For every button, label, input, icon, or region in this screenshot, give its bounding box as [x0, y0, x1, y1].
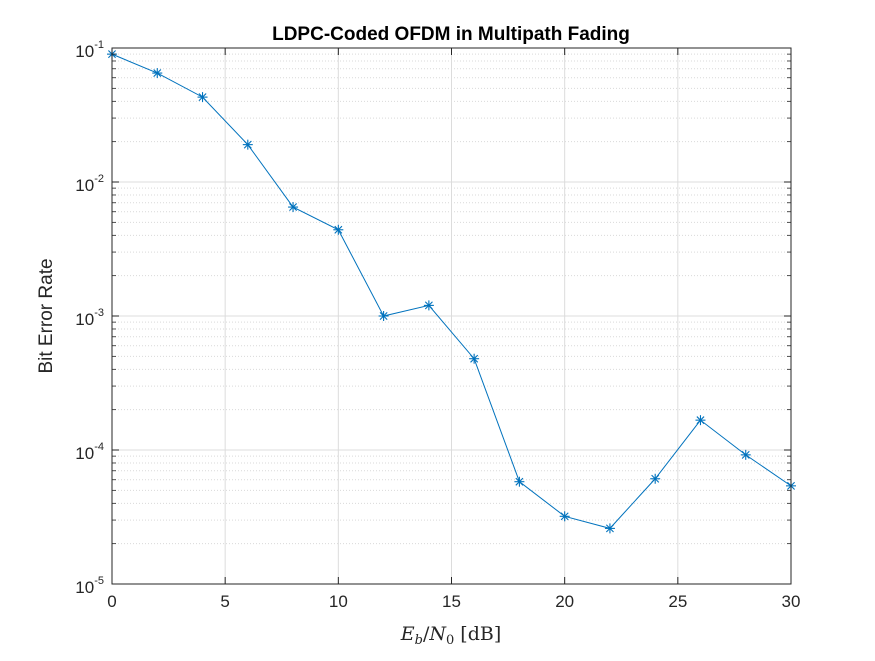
marker-stroke [379, 312, 388, 320]
marker-stroke [198, 93, 207, 102]
x-label-sub1: b [415, 633, 423, 648]
data-point-marker [423, 300, 434, 311]
y-axis-label: Bit Error Rate [36, 258, 57, 373]
marker-stroke [515, 477, 524, 486]
data-point-marker [604, 523, 615, 534]
chart-title: LDPC-Coded OFDM in Multipath Fading [272, 24, 630, 45]
data-point-marker [288, 202, 299, 213]
y-tick-labels: 10-5 10-4 10-3 10-2 10-1 [75, 39, 104, 597]
marker-stroke [289, 203, 298, 212]
x-axis-label: Eb/N0 [dB] [400, 623, 501, 648]
marker-stroke [741, 450, 750, 459]
data-point-marker [514, 476, 525, 487]
data-point-marker [650, 473, 661, 484]
data-point-marker [559, 511, 570, 522]
marker-stroke [560, 512, 569, 521]
y-tick-label: 10-4 [75, 441, 104, 463]
data-point-marker [378, 311, 389, 321]
y-tick-label: 10-5 [75, 575, 104, 597]
series-line [111, 53, 792, 529]
x-label-sub2: 0 [446, 633, 454, 648]
x-label-var1: E [400, 623, 415, 645]
data-point-marker [695, 415, 706, 426]
marker-stroke [651, 474, 660, 483]
data-point-marker [197, 92, 208, 103]
x-tick-label: 15 [442, 592, 461, 611]
marker-stroke [334, 225, 343, 234]
marker-stroke [696, 416, 705, 425]
marker-stroke [243, 140, 252, 149]
x-label-unit: [dB] [460, 623, 501, 645]
data-point-marker [469, 353, 480, 364]
x-tick-labels: 0 5 10 15 20 25 30 [107, 592, 800, 611]
data-point-marker [740, 449, 751, 460]
x-label-slash: / [423, 623, 430, 645]
x-tick-label: 30 [782, 592, 801, 611]
data-point-marker [333, 224, 344, 235]
marker-stroke [424, 301, 433, 310]
tick-marks [111, 47, 792, 585]
data-point-marker [152, 68, 163, 79]
x-tick-label: 5 [220, 592, 229, 611]
marker-stroke [605, 524, 614, 533]
data-point-marker [242, 139, 253, 150]
series-layer [107, 49, 796, 534]
y-tick-label: 10-2 [75, 173, 104, 195]
x-label-var2: N [428, 623, 447, 645]
x-tick-label: 0 [107, 592, 116, 611]
y-tick-label: 10-1 [75, 39, 104, 61]
x-tick-label: 10 [329, 592, 348, 611]
x-tick-label: 20 [555, 592, 574, 611]
marker-stroke [470, 354, 479, 363]
x-tick-label: 25 [668, 592, 687, 611]
y-tick-label: 10-3 [75, 307, 104, 329]
marker-stroke [153, 69, 162, 78]
